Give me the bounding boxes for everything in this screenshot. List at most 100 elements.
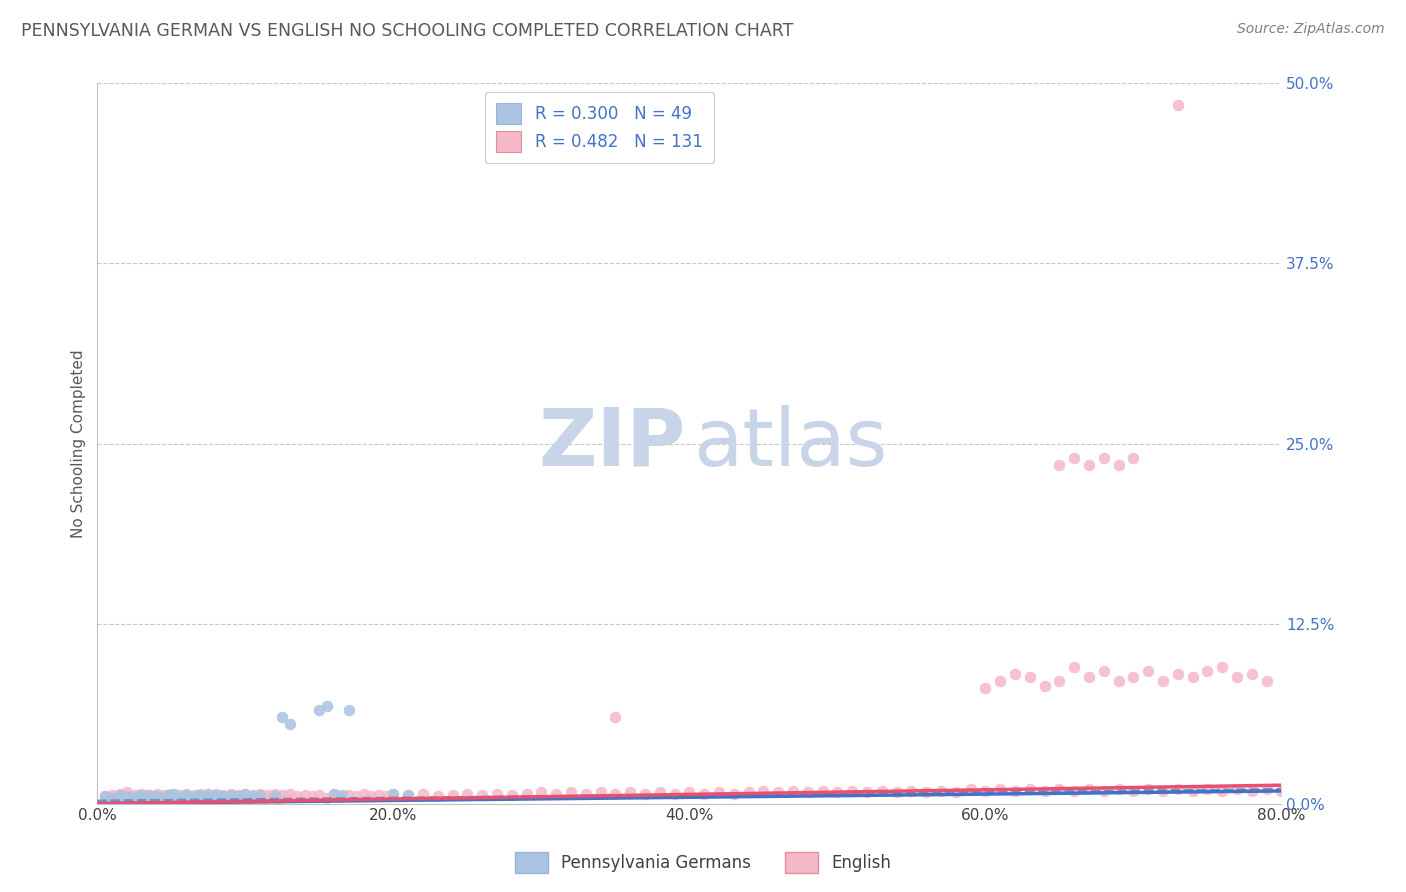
Point bbox=[1240, 667, 1263, 681]
Point bbox=[752, 783, 775, 797]
Point bbox=[693, 787, 716, 801]
Point bbox=[242, 788, 264, 802]
Point bbox=[678, 785, 700, 799]
Point bbox=[98, 792, 121, 806]
Point bbox=[360, 789, 382, 804]
Point bbox=[138, 788, 160, 802]
Point bbox=[396, 788, 419, 802]
Point bbox=[945, 785, 967, 799]
Point bbox=[252, 790, 274, 805]
Point bbox=[124, 790, 146, 805]
Point bbox=[212, 788, 235, 802]
Point bbox=[456, 787, 478, 801]
Point bbox=[811, 783, 834, 797]
Point bbox=[441, 788, 464, 802]
Point bbox=[841, 783, 863, 797]
Point bbox=[575, 787, 598, 801]
Point bbox=[235, 787, 257, 801]
Point bbox=[308, 788, 330, 802]
Point bbox=[208, 790, 231, 805]
Point bbox=[276, 789, 298, 804]
Point bbox=[737, 785, 759, 799]
Point bbox=[1152, 674, 1174, 689]
Point bbox=[870, 783, 893, 797]
Point bbox=[974, 681, 997, 696]
Point bbox=[619, 785, 641, 799]
Point bbox=[1240, 783, 1263, 797]
Point bbox=[1226, 670, 1249, 684]
Point bbox=[471, 788, 494, 802]
Point bbox=[1256, 674, 1278, 689]
Point bbox=[172, 792, 194, 806]
Point bbox=[782, 783, 804, 797]
Point bbox=[219, 787, 242, 801]
Point bbox=[179, 790, 201, 805]
Point bbox=[1197, 664, 1219, 678]
Point bbox=[145, 787, 167, 801]
Point bbox=[1122, 450, 1144, 465]
Point bbox=[323, 787, 346, 801]
Point bbox=[142, 789, 165, 804]
Point bbox=[104, 790, 127, 805]
Point bbox=[148, 790, 170, 805]
Point bbox=[134, 790, 156, 805]
Legend: R = 0.300   N = 49, R = 0.482   N = 131: R = 0.300 N = 49, R = 0.482 N = 131 bbox=[485, 92, 714, 163]
Point bbox=[723, 787, 745, 801]
Point bbox=[382, 787, 405, 801]
Point bbox=[1092, 450, 1115, 465]
Point bbox=[183, 788, 205, 802]
Point bbox=[1211, 660, 1233, 674]
Point bbox=[1270, 783, 1292, 797]
Point bbox=[271, 710, 294, 724]
Point bbox=[1122, 783, 1144, 797]
Point bbox=[1152, 783, 1174, 797]
Point bbox=[115, 789, 138, 804]
Point bbox=[212, 789, 235, 804]
Point bbox=[124, 788, 146, 802]
Point bbox=[294, 788, 316, 802]
Point bbox=[94, 789, 117, 804]
Point bbox=[974, 783, 997, 797]
Point bbox=[101, 788, 124, 802]
Point bbox=[183, 790, 205, 805]
Point bbox=[634, 787, 657, 801]
Point bbox=[1137, 782, 1160, 797]
Point bbox=[1197, 782, 1219, 797]
Point bbox=[1108, 458, 1130, 472]
Point bbox=[118, 790, 141, 805]
Point bbox=[267, 790, 290, 805]
Point bbox=[1167, 782, 1189, 797]
Point bbox=[197, 788, 219, 802]
Point bbox=[94, 789, 117, 804]
Point bbox=[226, 788, 249, 802]
Point bbox=[375, 789, 398, 804]
Point bbox=[160, 789, 183, 804]
Point bbox=[560, 785, 582, 799]
Point bbox=[167, 788, 190, 802]
Point bbox=[664, 787, 686, 801]
Point bbox=[108, 787, 131, 801]
Point bbox=[226, 789, 249, 804]
Point bbox=[193, 792, 215, 806]
Point bbox=[134, 792, 156, 806]
Point bbox=[148, 792, 170, 806]
Point bbox=[157, 789, 180, 804]
Point bbox=[382, 787, 405, 801]
Point bbox=[1092, 664, 1115, 678]
Point bbox=[242, 789, 264, 804]
Text: Source: ZipAtlas.com: Source: ZipAtlas.com bbox=[1237, 22, 1385, 37]
Point bbox=[315, 698, 337, 713]
Point bbox=[160, 787, 183, 801]
Point bbox=[516, 787, 538, 801]
Point bbox=[153, 790, 176, 805]
Point bbox=[246, 789, 269, 804]
Point bbox=[1226, 782, 1249, 797]
Point bbox=[1078, 458, 1101, 472]
Point bbox=[112, 789, 135, 804]
Point bbox=[929, 783, 952, 797]
Point bbox=[886, 785, 908, 799]
Point bbox=[249, 787, 271, 801]
Point bbox=[605, 710, 627, 724]
Text: ZIP: ZIP bbox=[538, 405, 686, 483]
Point bbox=[1108, 674, 1130, 689]
